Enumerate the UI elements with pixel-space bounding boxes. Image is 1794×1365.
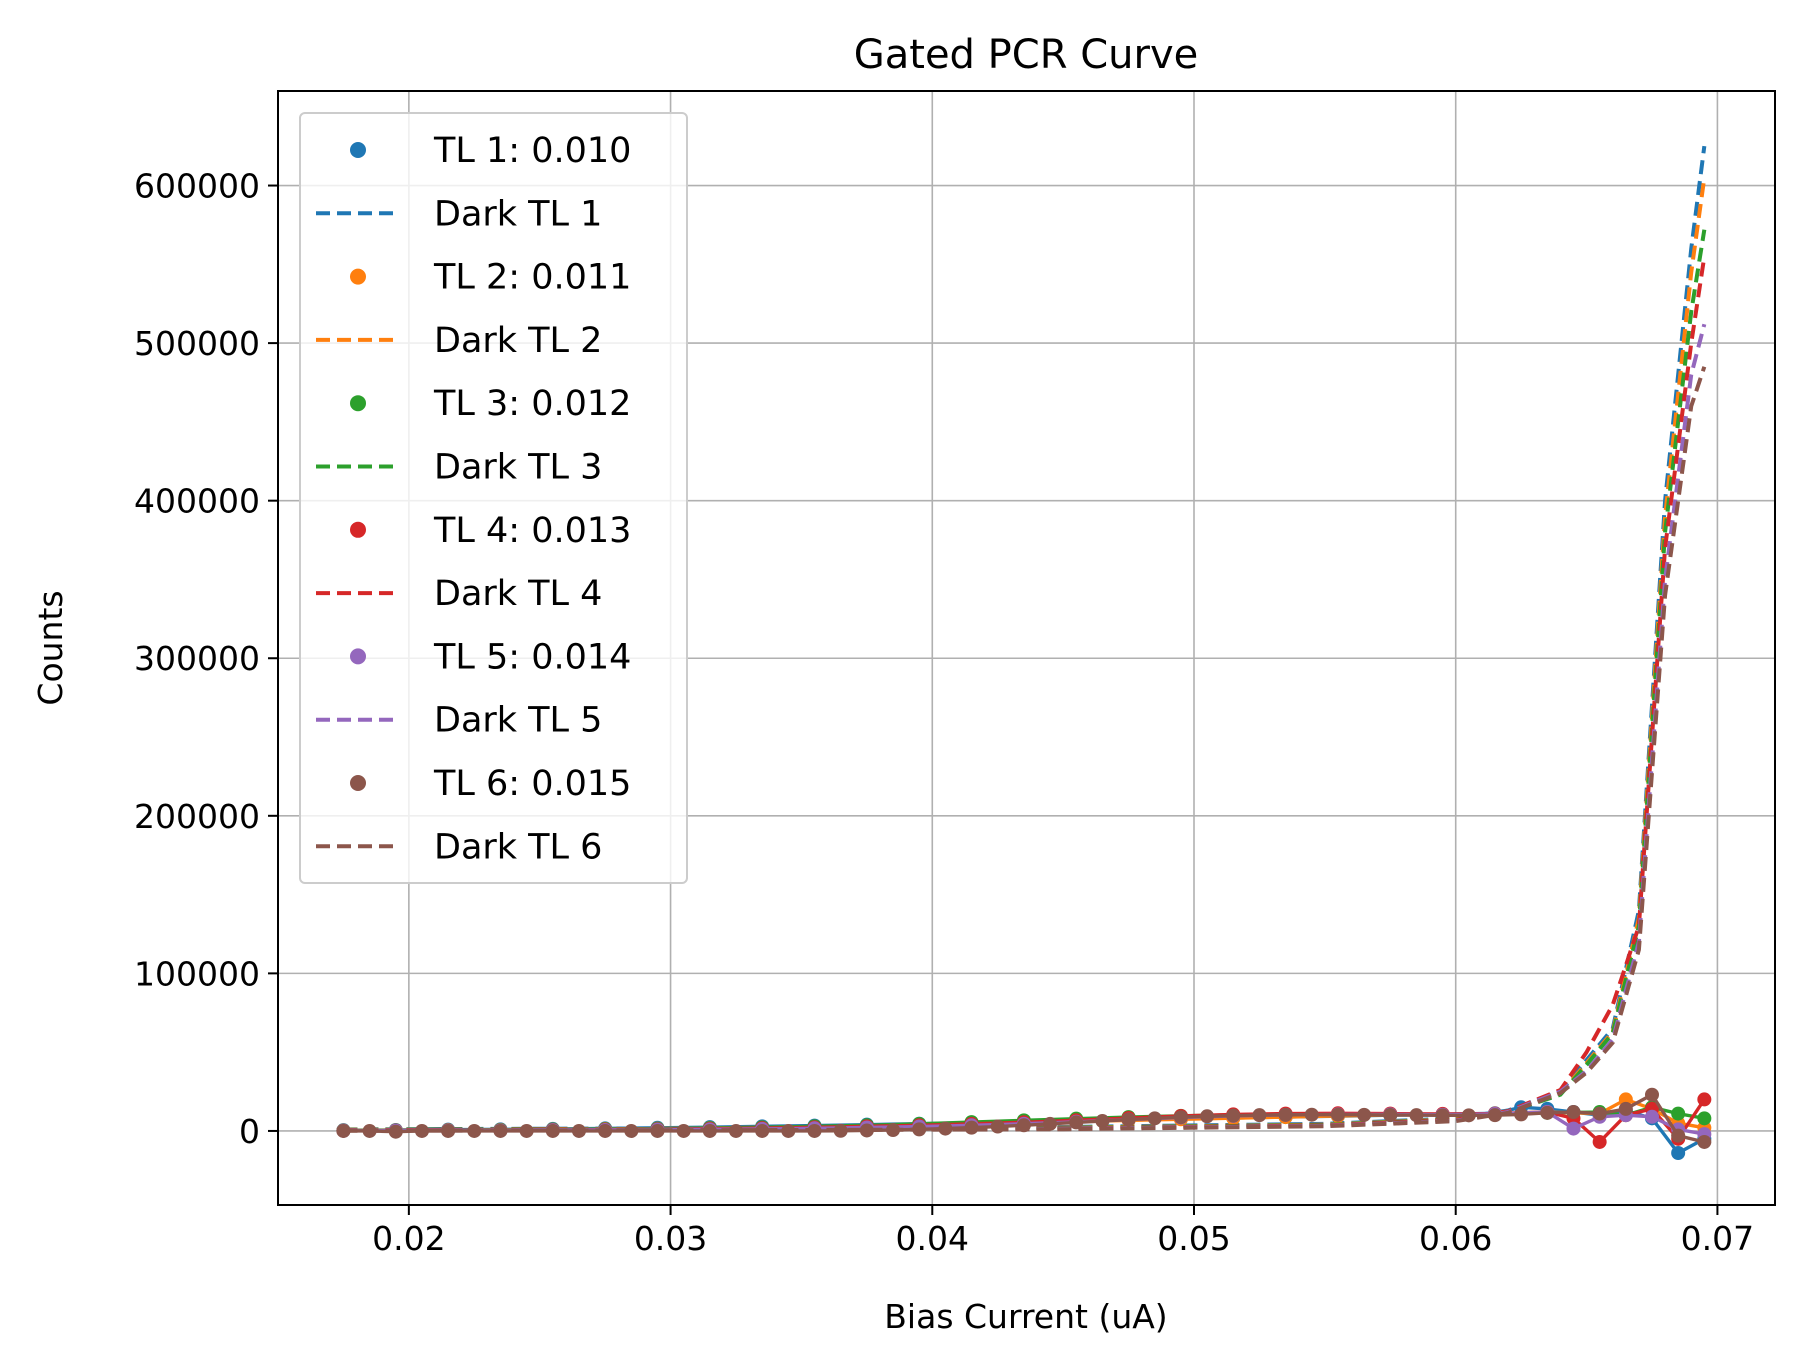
chart-title: Gated PCR Curve (854, 32, 1198, 78)
legend-swatch (350, 395, 366, 412)
x-tick-label: 0.07 (1681, 1219, 1754, 1258)
x-tick-label: 0.06 (1419, 1219, 1492, 1258)
data-point-tl-6-0-015 (336, 1123, 351, 1138)
y-tick-label: 600000 (134, 167, 260, 206)
legend-swatch (350, 775, 366, 791)
data-point-tl-1-0-010 (1671, 1146, 1686, 1161)
data-point-tl-6-0-015 (1121, 1112, 1136, 1127)
data-point-tl-6-0-015 (755, 1123, 770, 1138)
data-point-tl-6-0-015 (519, 1123, 534, 1138)
legend-swatch (350, 648, 366, 665)
y-tick-label: 200000 (134, 797, 260, 836)
legend-label-dark-tl-1: Dark TL 1 (434, 194, 602, 234)
data-point-tl-6-0-015 (1592, 1106, 1607, 1121)
data-point-tl-6-0-015 (1278, 1107, 1293, 1122)
data-point-tl-6-0-015 (1304, 1107, 1319, 1122)
series-layer (336, 145, 1712, 1161)
data-point-tl-6-0-015 (1173, 1110, 1188, 1125)
y-tick-label: 400000 (134, 482, 260, 521)
data-point-tl-6-0-015 (728, 1123, 743, 1138)
legend-label-tl-3-0-012: TL 3: 0.012 (433, 384, 631, 424)
legend-box (299, 112, 688, 884)
data-point-tl-6-0-015 (545, 1123, 560, 1138)
data-point-tl-6-0-015 (1357, 1107, 1372, 1122)
data-point-tl-6-0-015 (624, 1123, 639, 1138)
legend-label-tl-5-0-014: TL 5: 0.014 (433, 637, 631, 677)
data-point-tl-6-0-015 (833, 1123, 848, 1138)
legend-label-dark-tl-5: Dark TL 5 (434, 701, 602, 741)
y-tick-label: 0 (239, 1112, 260, 1151)
data-point-tl-6-0-015 (1487, 1108, 1502, 1123)
legend-swatch (350, 268, 366, 285)
data-point-tl-6-0-015 (1226, 1108, 1241, 1123)
data-point-tl-6-0-015 (859, 1123, 874, 1138)
legend-label-tl-6-0-015: TL 6: 0.015 (433, 764, 631, 804)
axis-ticks: 0.02 0.03 0.04 0.05 0.06 0.07 0 100000 200000 300… (134, 167, 1754, 1258)
legend-label-tl-1-0-010: TL 1: 0.010 (433, 131, 631, 171)
data-point-tl-6-0-015 (1618, 1101, 1633, 1116)
data-point-tl-6-0-015 (1095, 1114, 1110, 1129)
y-axis-title: Counts (31, 590, 70, 705)
x-axis-title: Bias Current (uA) (884, 1297, 1167, 1336)
data-point-tl-6-0-015 (1514, 1107, 1529, 1122)
legend-label-dark-tl-6: Dark TL 6 (434, 827, 602, 867)
data-point-tl-5-0-014 (1644, 1109, 1659, 1124)
x-tick-label: 0.05 (1157, 1219, 1230, 1258)
legend-label-dark-tl-2: Dark TL 2 (434, 321, 602, 361)
data-point-tl-6-0-015 (990, 1119, 1005, 1134)
legend: TL 1: 0.010 Dark TL 1 TL 2: 0.011 Dark TL 2… (299, 112, 688, 884)
y-tick-label: 300000 (134, 639, 260, 678)
data-point-tl-6-0-015 (650, 1123, 665, 1138)
data-point-tl-6-0-015 (1540, 1105, 1555, 1120)
data-point-tl-3-0-012 (1697, 1111, 1712, 1126)
data-point-tl-5-0-014 (1566, 1121, 1581, 1136)
data-point-tl-6-0-015 (1409, 1108, 1424, 1123)
data-point-tl-6-0-015 (414, 1123, 429, 1138)
x-tick-label: 0.03 (634, 1219, 707, 1258)
legend-label-dark-tl-4: Dark TL 4 (434, 574, 602, 614)
legend-label-dark-tl-3: Dark TL 3 (434, 448, 602, 488)
data-point-tl-6-0-015 (1566, 1105, 1581, 1120)
data-point-tl-6-0-015 (1200, 1109, 1215, 1124)
data-point-tl-6-0-015 (1069, 1115, 1084, 1130)
legend-swatch (350, 142, 366, 158)
data-point-tl-6-0-015 (1330, 1107, 1345, 1122)
x-tick-label: 0.04 (896, 1219, 969, 1258)
series-line-dark-tl-6 (343, 366, 1707, 1133)
data-point-tl-6-0-015 (1671, 1128, 1686, 1143)
data-point-tl-6-0-015 (1147, 1111, 1162, 1126)
legend-label-tl-2-0-011: TL 2: 0.011 (433, 258, 631, 298)
plot-frame (277, 90, 1776, 1206)
data-point-tl-6-0-015 (1435, 1108, 1450, 1123)
data-point-tl-6-0-015 (1644, 1087, 1659, 1102)
x-tick-label: 0.02 (372, 1219, 445, 1258)
data-point-tl-6-0-015 (1252, 1108, 1267, 1123)
data-point-tl-4-0-013 (1592, 1134, 1607, 1149)
legend-swatch (350, 521, 366, 538)
data-point-tl-6-0-015 (1383, 1108, 1398, 1123)
y-tick-label: 500000 (134, 324, 260, 363)
data-point-tl-3-0-012 (1671, 1106, 1686, 1121)
data-point-tl-4-0-013 (1697, 1092, 1712, 1107)
legend-label-tl-4-0-013: TL 4: 0.013 (433, 511, 631, 551)
y-tick-label: 100000 (134, 954, 260, 993)
data-point-tl-6-0-015 (441, 1123, 456, 1138)
data-point-tl-6-0-015 (1697, 1134, 1712, 1149)
